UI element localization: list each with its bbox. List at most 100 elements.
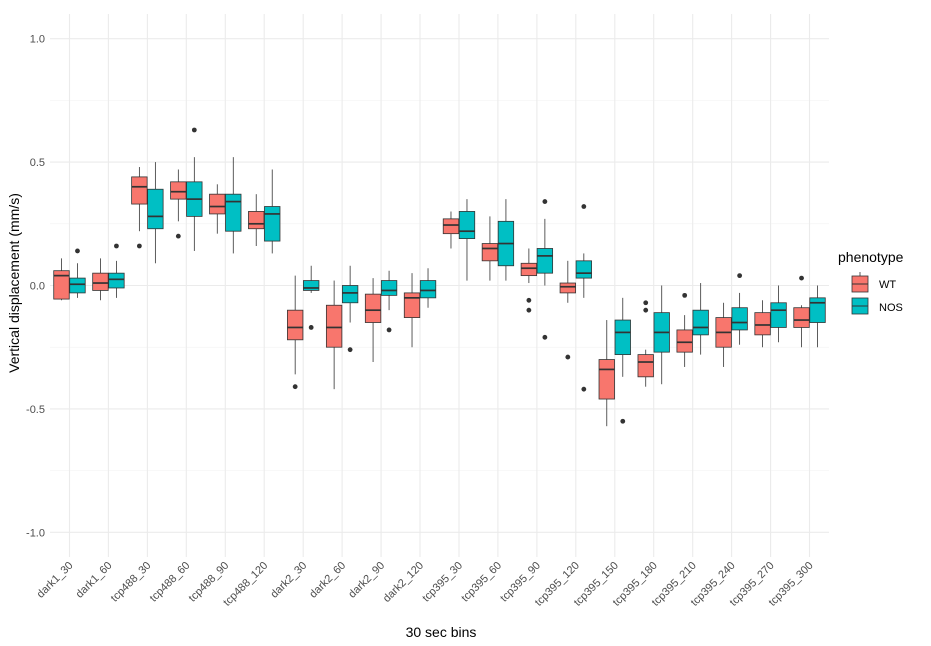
box-nos-tcp488_60 — [186, 127, 203, 251]
box-iqr — [575, 260, 592, 279]
x-tick-label: dark1_60 — [74, 560, 115, 601]
box-iqr — [341, 285, 359, 304]
box-wt-tcp395_60 — [481, 216, 499, 281]
outlier-point — [542, 199, 548, 204]
x-tick-label: dark2_30 — [268, 560, 309, 601]
box-wt-dark1_30 — [53, 258, 70, 301]
x-tick-label: dark2_120 — [381, 560, 426, 605]
box-iqr — [520, 262, 538, 277]
box-iqr — [131, 176, 148, 205]
box-wt-tcp395_150 — [598, 320, 615, 427]
y-tick-label: -1.0 — [26, 527, 45, 539]
box-iqr — [209, 193, 226, 215]
box-wt-dark1_60 — [92, 258, 109, 301]
legend-title: phenotype — [838, 249, 904, 265]
box-nos-dark2_120 — [419, 268, 437, 308]
box-wt-tcp395_120 — [559, 260, 576, 360]
y-axis-title: Vertical displacement (mm/s) — [6, 193, 22, 373]
box-wt-tcp395_240 — [715, 302, 732, 367]
box-iqr — [676, 329, 693, 353]
box-iqr — [108, 272, 125, 289]
box-iqr — [53, 270, 70, 300]
outlier-point — [799, 275, 804, 281]
box-nos-tcp395_30 — [458, 199, 476, 281]
grid — [50, 14, 829, 557]
box-nos-dark2_60 — [341, 265, 359, 353]
box-iqr — [458, 211, 476, 240]
box-nos-dark1_30 — [69, 248, 86, 298]
box-nos-tcp395_90 — [536, 199, 554, 340]
y-tick-label: 1.0 — [30, 34, 45, 46]
box-wt-tcp488_120 — [248, 194, 265, 247]
x-tick-label: tcp395_60 — [459, 560, 504, 605]
x-tick-label: tcp395_30 — [420, 560, 465, 605]
box-wt-tcp395_210 — [676, 292, 693, 367]
box-iqr — [264, 206, 281, 242]
box-iqr — [303, 280, 320, 291]
x-axis-title: 30 sec bins — [406, 624, 477, 640]
box-iqr — [614, 319, 631, 356]
outlier-point — [386, 327, 392, 333]
box-wt-dark2_60 — [325, 280, 343, 390]
box-iqr — [754, 312, 771, 336]
outlier-point — [620, 418, 626, 424]
box-iqr — [793, 307, 810, 328]
box-iqr — [364, 293, 382, 323]
box-nos-dark1_60 — [108, 243, 125, 298]
box-iqr — [147, 188, 164, 230]
y-tick-label: 0.0 — [30, 281, 45, 293]
outlier-point — [292, 384, 298, 390]
box-iqr — [637, 354, 654, 378]
y-axis-ticks: -1.0 -0.5 0.0 0.5 1.0 — [26, 34, 45, 540]
outlier-point — [526, 297, 532, 303]
box-nos-dark2_90 — [380, 270, 398, 333]
box-iqr — [380, 280, 398, 296]
box-iqr — [731, 307, 748, 331]
box-nos-tcp395_60 — [497, 199, 515, 281]
box-iqr — [419, 280, 437, 299]
x-tick-label: tcp488_30 — [109, 560, 154, 605]
outlier-point — [565, 354, 571, 360]
x-tick-label: dark1_30 — [35, 560, 76, 601]
box-iqr — [170, 181, 187, 200]
box-wt-dark2_90 — [364, 278, 382, 363]
box-iqr — [69, 277, 86, 294]
box-iqr — [442, 218, 460, 235]
x-axis-ticks: dark1_30dark1_60tcp488_30tcp488_60tcp488… — [35, 560, 816, 609]
box-iqr — [92, 272, 109, 291]
outlier-point — [191, 127, 197, 133]
legend-key-nos: NOS — [851, 297, 903, 315]
box-wt-tcp488_60 — [170, 169, 187, 239]
box-nos-tcp395_210 — [692, 283, 709, 355]
y-tick-label: 0.5 — [30, 157, 45, 169]
outlier-point — [308, 325, 314, 330]
legend-label-nos: NOS — [879, 302, 903, 314]
outlier-point — [542, 334, 548, 340]
box-nos-tcp488_30 — [147, 162, 164, 264]
box-wt-tcp395_30 — [442, 211, 460, 249]
box-nos-dark2_30 — [303, 265, 320, 330]
outlier-point — [682, 292, 688, 298]
outlier-point — [75, 248, 80, 254]
box-wt-tcp395_270 — [754, 300, 771, 348]
outlier-point — [581, 204, 587, 209]
box-nos-tcp395_270 — [770, 285, 787, 343]
outlier-point — [136, 243, 142, 249]
box-iqr — [598, 359, 615, 400]
x-tick-label: dark2_60 — [307, 560, 348, 601]
outlier-point — [175, 233, 181, 239]
boxes — [53, 127, 826, 427]
box-wt-tcp395_180 — [637, 300, 654, 387]
box-nos-tcp395_180 — [653, 285, 670, 385]
outlier-point — [643, 300, 649, 306]
outlier-point — [581, 386, 587, 392]
legend-key-wt: WT — [851, 272, 896, 293]
box-wt-tcp395_90 — [520, 248, 538, 313]
y-tick-label: -0.5 — [26, 404, 45, 416]
box-iqr — [403, 292, 421, 318]
box-wt-tcp488_90 — [209, 184, 226, 234]
outlier-point — [643, 307, 649, 313]
box-iqr — [770, 302, 787, 328]
outlier-point — [114, 243, 119, 249]
